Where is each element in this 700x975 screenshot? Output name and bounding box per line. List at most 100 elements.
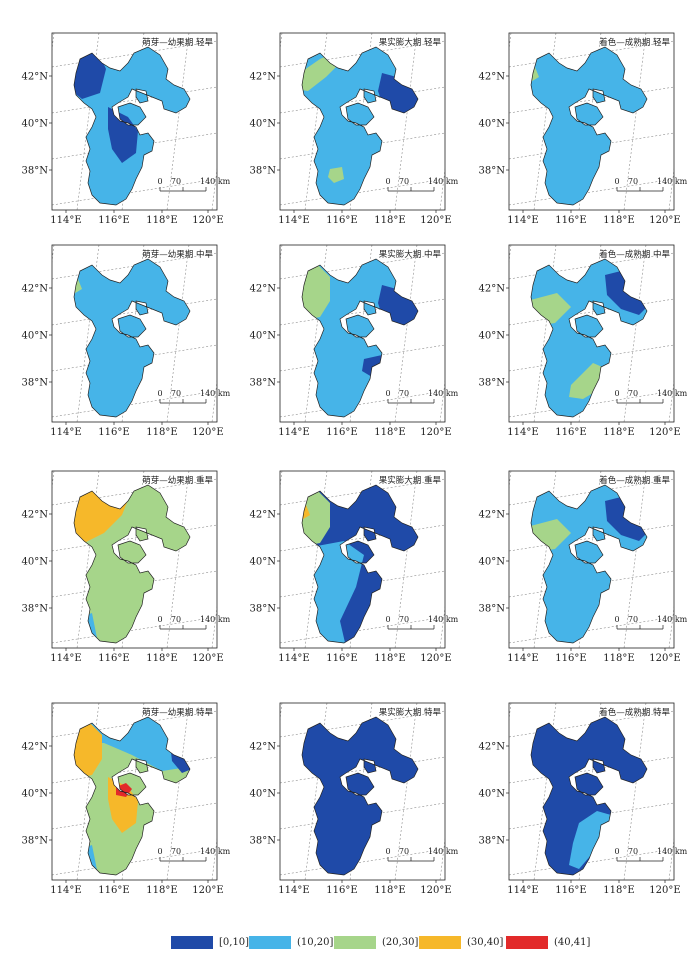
legend-label-2: (10,20]: [297, 936, 334, 948]
map-panel: 果实膨大期 重旱 42°N 40°N 38°N 114°E 116°E 118°E 120°E…: [250, 470, 459, 664]
panel-title: 果实膨大期 中旱: [379, 249, 442, 260]
lat-tick-label: 42°N: [250, 742, 277, 753]
scale-label: 140 km: [428, 177, 459, 186]
legend-swatch-5: [506, 935, 548, 949]
panel-title: 着色—成熟期 轻旱: [599, 37, 670, 48]
lon-tick-label: 118°E: [146, 215, 177, 226]
map-frame: [508, 244, 675, 423]
panel-title: 着色—成熟期 重旱: [599, 475, 670, 486]
scale-label: 0: [157, 615, 162, 624]
scale-label: 0: [614, 389, 619, 398]
lat-tick-label: 42°N: [22, 284, 49, 295]
lon-tick-label: 116°E: [555, 885, 586, 896]
lon-tick-label: 116°E: [555, 653, 586, 664]
drought-region: [302, 259, 418, 417]
lat-tick-label: 42°N: [479, 72, 506, 83]
drought-region: [74, 717, 190, 875]
scale-label: 0: [614, 615, 619, 624]
map-panel: 着色—成熟期 轻旱 42°N 40°N 38°N 114°E 116°E 118°E 120°…: [479, 32, 688, 226]
drought-region: [302, 485, 418, 643]
map-panel: 萌芽—幼果期 特旱 42°N 40°N 38°N 114°E 116°E 118°E 120°…: [22, 702, 231, 896]
drought-patch: [302, 491, 330, 547]
lat-tick-label: 42°N: [250, 72, 277, 83]
drought-patch: [108, 107, 138, 163]
lat-tick-label: 38°N: [250, 378, 277, 389]
drought-region: [74, 485, 190, 643]
lat-tick-label: 40°N: [250, 119, 277, 130]
lon-tick-label: 120°E: [420, 885, 451, 896]
scale-label: 70: [628, 389, 638, 398]
map-frame: [508, 32, 675, 211]
drought-region: [74, 259, 190, 417]
scale-label: 70: [628, 847, 638, 856]
scale-bar: 0 70 140 km: [614, 389, 688, 404]
lat-tick-label: 38°N: [22, 604, 49, 615]
scale-label: 70: [399, 389, 409, 398]
scale-bar: 0 70 140 km: [157, 847, 231, 862]
lat-tick-label: 40°N: [250, 331, 277, 342]
lon-tick-label: 114°E: [50, 885, 81, 896]
lon-tick-label: 114°E: [507, 427, 538, 438]
scale-label: 0: [614, 177, 619, 186]
map-panel: 果实膨大期 轻旱 42°N 40°N 38°N 114°E 116°E 118°E 120°E…: [250, 32, 459, 226]
drought-region: [531, 485, 647, 643]
scale-bar: 0 70 140 km: [614, 615, 688, 630]
scale-label: 140 km: [200, 177, 231, 186]
drought-map-grid: 萌芽—幼果期 轻旱 42°N 40°N 38°N 114°E 116°E 118°E 120°…: [22, 32, 688, 896]
lon-tick-label: 116°E: [555, 427, 586, 438]
legend-swatch-1: [171, 935, 213, 949]
lon-tick-label: 116°E: [98, 215, 129, 226]
map-frame: [279, 702, 446, 881]
drought-patch: [569, 811, 611, 869]
lon-tick-label: 116°E: [326, 215, 357, 226]
scale-label: 70: [628, 615, 638, 624]
map-frame: [279, 32, 446, 211]
scale-label: 70: [171, 389, 181, 398]
lat-tick-label: 38°N: [250, 166, 277, 177]
lon-tick-label: 116°E: [326, 653, 357, 664]
lat-tick-label: 40°N: [22, 119, 49, 130]
drought-region: [302, 717, 418, 875]
scale-label: 0: [385, 389, 390, 398]
scale-bar: 0 70 140 km: [157, 615, 231, 630]
scale-label: 0: [157, 847, 162, 856]
panel-title: 萌芽—幼果期 特旱: [142, 707, 213, 718]
map-frame: [51, 244, 218, 423]
scale-label: 140 km: [200, 615, 231, 624]
lon-tick-label: 118°E: [146, 427, 177, 438]
lon-tick-label: 114°E: [507, 885, 538, 896]
legend-item-5: (40,41]: [506, 934, 590, 950]
lon-tick-label: 120°E: [649, 653, 680, 664]
lon-tick-label: 118°E: [374, 885, 405, 896]
legend-item-2: (10,20]: [249, 934, 333, 950]
lat-tick-label: 40°N: [479, 331, 506, 342]
lon-tick-label: 120°E: [649, 215, 680, 226]
lon-tick-label: 120°E: [192, 885, 223, 896]
lat-tick-label: 38°N: [479, 604, 506, 615]
lon-tick-label: 118°E: [374, 215, 405, 226]
lon-tick-label: 114°E: [507, 215, 538, 226]
lon-tick-label: 120°E: [420, 215, 451, 226]
lon-tick-label: 120°E: [192, 427, 223, 438]
drought-region: [531, 717, 647, 875]
scale-label: 140 km: [428, 389, 459, 398]
lon-tick-label: 118°E: [146, 653, 177, 664]
scale-label: 70: [171, 847, 181, 856]
legend: [0,10] (10,20] (20,30] (30,40] (40,41]: [0, 928, 700, 952]
lat-tick-label: 38°N: [22, 836, 49, 847]
scale-label: 140 km: [428, 615, 459, 624]
lat-tick-label: 42°N: [479, 284, 506, 295]
map-panel: 萌芽—幼果期 轻旱 42°N 40°N 38°N 114°E 116°E 118°E 120°…: [22, 32, 231, 226]
lat-tick-label: 38°N: [479, 836, 506, 847]
scale-label: 0: [385, 615, 390, 624]
lon-tick-label: 118°E: [146, 885, 177, 896]
lat-tick-label: 40°N: [22, 789, 49, 800]
panel-title: 果实膨大期 轻旱: [379, 37, 442, 48]
scale-bar: 0 70 140 km: [385, 615, 459, 630]
legend-label-4: (30,40]: [467, 936, 504, 948]
map-panel: 着色—成熟期 特旱 42°N 40°N 38°N 114°E 116°E 118°E 120°…: [479, 702, 688, 896]
lat-tick-label: 40°N: [22, 331, 49, 342]
lon-tick-label: 116°E: [98, 653, 129, 664]
lat-tick-label: 42°N: [22, 72, 49, 83]
map-panel: 萌芽—幼果期 重旱 42°N 40°N 38°N 114°E 116°E 118°E 120°…: [22, 470, 231, 664]
